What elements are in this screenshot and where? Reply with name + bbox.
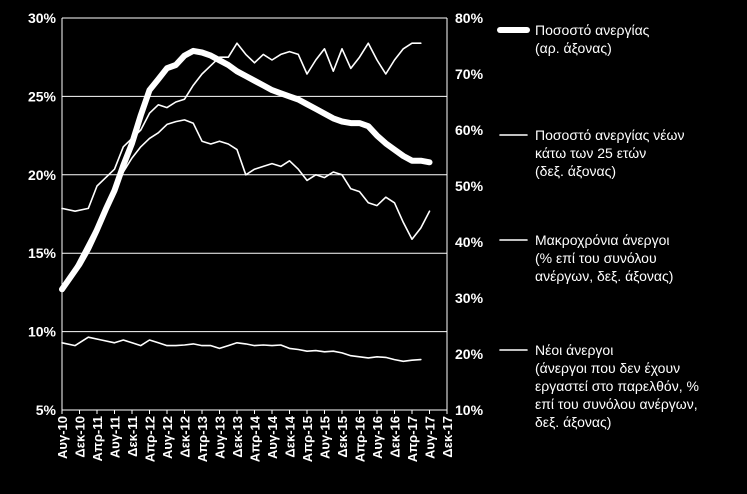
x-axis-tick-label: Αυγ-17 (423, 416, 438, 459)
legend-label: εργαστεί στο παρελθόν, % (535, 378, 699, 394)
x-axis-tick-label: Δεκ-13 (230, 416, 245, 458)
axis-layer: 5% 10% 15% 20% 25% 30% 10% 20% 30% 40% 50% 60% 70% 80… (28, 10, 484, 462)
x-axis-tick-label: Δεκ-16 (388, 416, 403, 458)
left-axis-tick-label: 20% (28, 167, 57, 183)
right-axis-tick-label: 60% (455, 122, 484, 138)
grid-layer (62, 17, 447, 411)
legend-label: Μακροχρόνια άνεργοι (535, 232, 670, 248)
right-axis-tick-label: 40% (455, 234, 484, 250)
x-axis-tick-label: Αυγ-16 (370, 416, 385, 459)
x-axis-tick-label: Απρ-12 (143, 416, 158, 462)
series-line-2 (61, 42, 422, 212)
left-axis-tick-label: 5% (36, 402, 57, 418)
x-axis-tick-label: Απρ-11 (90, 416, 105, 461)
series-line-4 (61, 336, 422, 363)
x-axis-tick-label: Δεκ-15 (335, 416, 350, 458)
x-axis-tick-label: Απρ-15 (300, 416, 315, 462)
x-axis-tick-label: Απρ-14 (248, 415, 263, 462)
legend-label: (άνεργοι που δεν έχουν (535, 360, 680, 376)
series-line-1 (59, 47, 433, 293)
series-layer (59, 42, 433, 363)
x-axis-tick-label: Δεκ-11 (125, 416, 140, 457)
legend-layer: Ποσοστό ανεργίας (αρ. άξονας) Ποσοστό ανερ… (497, 22, 699, 430)
series-line-3 (61, 119, 431, 291)
x-axis-tick-label: Δεκ-14 (283, 415, 298, 457)
right-axis-tick-label: 50% (455, 178, 484, 194)
right-axis-tick-label: 30% (455, 290, 484, 306)
right-axis-tick-label: 70% (455, 66, 484, 82)
left-axis-tick-label: 10% (28, 324, 57, 340)
legend-label: (αρ. άξονας) (535, 40, 612, 56)
x-axis-tick-label: Αυγ-10 (55, 416, 70, 459)
legend-label: κάτω των 25 ετών (535, 145, 646, 161)
right-axis-tick-label: 10% (455, 402, 484, 418)
legend-label: ανέργων, δεξ. άξονας) (535, 268, 673, 284)
right-axis-tick-label: 20% (455, 346, 484, 362)
x-axis-tick-label: Αυγ-11 (108, 416, 123, 458)
x-axis-tick-label: Αυγ-15 (318, 416, 333, 459)
x-axis-tick-label: Δεκ-17 (440, 416, 455, 458)
x-axis-tick-label: Αυγ-12 (160, 416, 175, 459)
x-axis-tick-label: Αυγ-14 (265, 415, 280, 459)
x-axis-tick-label: Δεκ-12 (178, 416, 193, 458)
legend-label: (% επί του συνόλου (535, 250, 657, 266)
x-axis-tick-label: Απρ-16 (353, 416, 368, 462)
legend-label: Νέοι άνεργοι (535, 342, 613, 358)
legend-label: δεξ. άξονας) (535, 414, 611, 430)
x-axis-tick-label: Απρ-17 (405, 416, 420, 462)
left-axis-tick-label: 30% (28, 10, 57, 26)
left-axis-tick-label: 15% (28, 245, 57, 261)
right-axis-tick-label: 80% (455, 10, 484, 26)
x-axis-tick-label: Αυγ-13 (213, 416, 228, 459)
legend-label: Ποσοστό ανεργίας νέων (535, 127, 684, 143)
x-axis-tick-label: Δεκ-10 (73, 416, 88, 458)
legend-label: (δεξ. άξονας) (535, 163, 616, 179)
legend-label: επί του συνόλου ανέργων, (535, 396, 698, 412)
x-axis-tick-label: Απρ-13 (195, 416, 210, 462)
left-axis-tick-label: 25% (28, 88, 57, 104)
legend-label: Ποσοστό ανεργίας (535, 22, 650, 38)
